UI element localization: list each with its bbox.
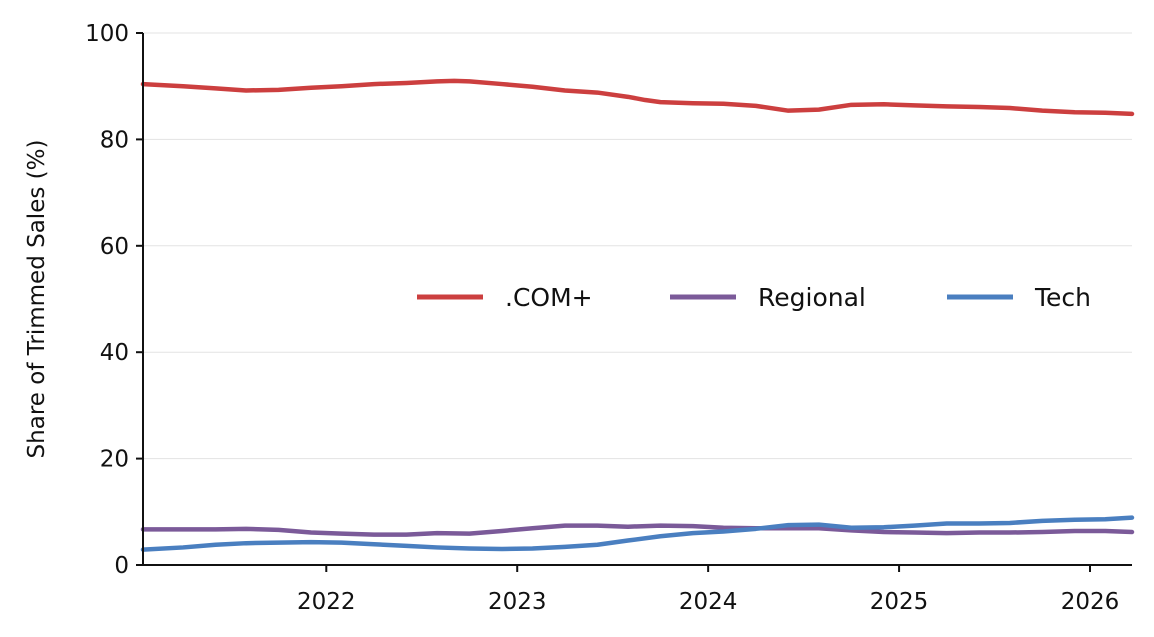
y-ticks: 0 20 40 60 80 100	[85, 21, 143, 579]
y-axis-title: Share of Trimmed Sales (%)	[24, 140, 50, 459]
series-line-com	[140, 78, 1135, 117]
legend-label-com: .COM+	[505, 283, 593, 312]
y-tick-label-100: 100	[85, 21, 129, 47]
legend: .COM+ Regional Tech	[417, 283, 1091, 312]
axes	[142, 33, 1132, 566]
legend-label-tech: Tech	[1034, 283, 1091, 312]
series-line-tech	[140, 515, 1135, 552]
series-lines	[140, 78, 1135, 552]
x-tick-label-2024: 2024	[679, 589, 738, 615]
y-tick-label-40: 40	[100, 340, 129, 366]
y-tick-label-60: 60	[100, 234, 129, 260]
legend-label-regional: Regional	[758, 283, 866, 312]
x-tick-label-2025: 2025	[870, 589, 929, 615]
gridlines	[143, 32, 1132, 460]
y-tick-label-20: 20	[100, 447, 129, 473]
x-tick-label-2026: 2026	[1061, 589, 1120, 615]
series-line-regional	[140, 523, 1135, 537]
x-tick-label-2022: 2022	[297, 589, 356, 615]
y-tick-label-80: 80	[100, 127, 129, 153]
y-tick-label-0: 0	[114, 553, 129, 579]
x-tick-label-2023: 2023	[488, 589, 547, 615]
x-ticks: 2022 2023 2024 2025 2026	[297, 565, 1119, 615]
